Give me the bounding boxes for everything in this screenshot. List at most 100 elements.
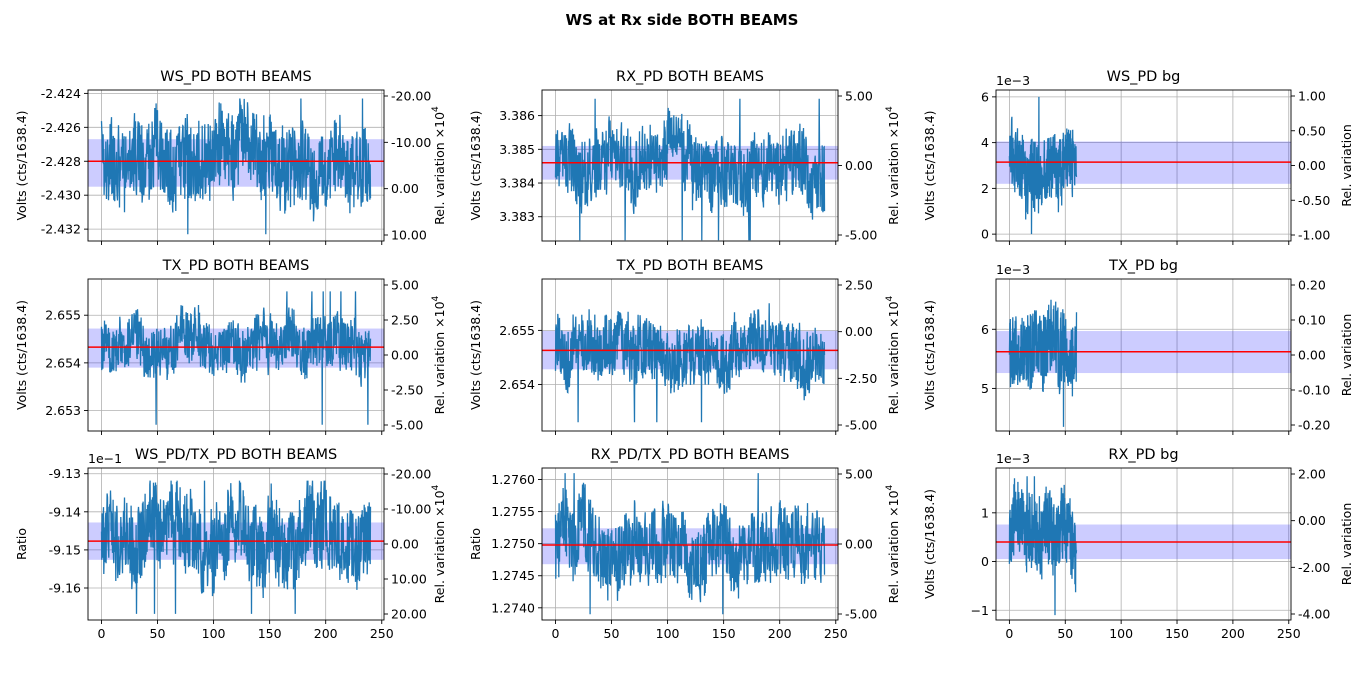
- y-tick-label: 1.2745: [491, 568, 535, 583]
- y2-tick-label: -0.10: [1298, 383, 1330, 398]
- y2-tick-label: 2.50: [845, 278, 873, 293]
- y2-axis-label: Rel. variation ×104: [885, 484, 901, 603]
- y-axis-label: Volts (cts/1638.4): [922, 110, 937, 220]
- y-tick-label: 3.386: [499, 108, 535, 123]
- y2-tick-label: 2.50: [391, 313, 419, 328]
- subplot-title: TX_PD BOTH BEAMS: [162, 258, 310, 274]
- y2-tick-label: 5.00: [845, 467, 873, 482]
- y2-tick-label: 0.00: [391, 537, 419, 552]
- x-tick-label: 200: [314, 626, 338, 641]
- y-tick-label: -2.430: [41, 188, 81, 203]
- y-axis-label: Volts (cts/1638.4): [14, 110, 29, 220]
- y2-axis-label: Rel. variation: [1339, 124, 1354, 207]
- y2-tick-label: 0.00: [1298, 513, 1326, 528]
- y2-axis-label-text: Rel. variation ×10: [886, 490, 901, 603]
- signal-trace: [1008, 476, 1078, 616]
- y2-axis-label-text: Rel. variation ×10: [886, 301, 901, 414]
- y2-tick-label: -10.00: [391, 135, 431, 150]
- signal-trace: [100, 98, 372, 235]
- x-tick-label: 100: [656, 626, 680, 641]
- y-axis-label: Ratio: [468, 528, 483, 560]
- y2-axis-label-exponent: 4: [431, 295, 441, 301]
- y2-axis-label-text: Rel. variation: [1339, 314, 1354, 397]
- y-tick-label: 5: [981, 381, 989, 396]
- x-tick-label: 0: [97, 626, 105, 641]
- y-tick-label: 6: [981, 322, 989, 337]
- y-tick-label: -9.15: [49, 542, 81, 557]
- x-tick-label: 100: [202, 626, 226, 641]
- y2-axis-label-exponent: 4: [431, 484, 441, 490]
- y2-tick-label: -5.00: [845, 228, 877, 243]
- y-tick-label: 2: [981, 181, 989, 196]
- y2-tick-label: 10.00: [391, 228, 427, 243]
- x-tick-label: 0: [1005, 626, 1013, 641]
- y2-tick-label: 0.20: [1298, 278, 1326, 293]
- x-tick-label: 0: [551, 626, 559, 641]
- y2-axis-label-text: Rel. variation ×10: [886, 112, 901, 225]
- y-tick-label: 0: [981, 554, 989, 569]
- y2-tick-label: -5.00: [845, 418, 877, 433]
- subplot-title: RX_PD bg: [1108, 447, 1178, 463]
- y2-axis-label: Rel. variation ×104: [885, 106, 901, 225]
- x-tick-label: 150: [1165, 626, 1189, 641]
- axes-frame: [995, 467, 1292, 621]
- axes-frame: [541, 278, 839, 432]
- y2-tick-label: 5.00: [391, 278, 419, 293]
- subplot-1: -2.424 -2.426 -2.428 -2.430 -2.432 -20.00 -10.…: [14, 69, 447, 245]
- offset-text: 1e−3: [996, 73, 1030, 88]
- offset-text: 1e−3: [996, 451, 1030, 466]
- y2-tick-label: -2.50: [845, 371, 877, 386]
- y2-axis-label-exponent: 4: [885, 484, 895, 490]
- x-tick-label: 250: [1277, 626, 1301, 641]
- y-tick-label: 3.383: [499, 209, 535, 224]
- y2-tick-label: -0.50: [1298, 193, 1330, 208]
- y2-axis-label-exponent: 4: [431, 106, 441, 112]
- x-tick-label: 200: [1221, 626, 1245, 641]
- x-tick-label: 50: [150, 626, 166, 641]
- y-tick-label: 6: [981, 89, 989, 104]
- y2-axis-label-text: Rel. variation ×10: [432, 112, 447, 225]
- subplot-title: RX_PD BOTH BEAMS: [616, 69, 764, 85]
- subplot-8: 0 50 100 150 200 250 1.2740 1.2745 1.2750 1.2755 1…: [468, 447, 901, 641]
- y-tick-label: 2.653: [45, 403, 81, 418]
- offset-text: 1e−1: [88, 451, 122, 466]
- y-tick-label: 3.384: [499, 176, 535, 191]
- y-axis-label: Volts (cts/1638.4): [922, 489, 937, 599]
- y-tick-label: 4: [981, 135, 989, 150]
- y-tick-label: 2.655: [45, 308, 81, 323]
- y2-tick-label: 0.50: [1298, 123, 1326, 138]
- y2-axis-label-text: Rel. variation: [1339, 124, 1354, 207]
- y2-tick-label: 10.00: [391, 572, 427, 587]
- y2-axis-label-text: Rel. variation: [1339, 503, 1354, 586]
- subplot-2: 3.383 3.384 3.385 3.386 5.00 0.00 -5.00 RX_PD B…: [468, 69, 901, 245]
- y2-tick-label: -0.20: [1298, 418, 1330, 433]
- y2-axis-label-exponent: 4: [885, 106, 895, 112]
- offset-text: 1e−3: [996, 262, 1030, 277]
- y-axis-label: Volts (cts/1638.4): [468, 300, 483, 410]
- y2-tick-label: 1.00: [1298, 89, 1326, 104]
- y2-tick-label: -2.50: [391, 383, 423, 398]
- subplot-7: 0 50 100 150 200 250 -9.13 -9.14 -9.15 -9.16 -20.0…: [14, 447, 447, 641]
- y2-axis-label: Rel. variation ×104: [431, 106, 447, 225]
- y2-tick-label: -2.00: [1298, 560, 1330, 575]
- y2-tick-label: 2.00: [1298, 467, 1326, 482]
- x-tick-label: 250: [370, 626, 394, 641]
- subplot-title: WS_PD bg: [1107, 69, 1181, 85]
- y-tick-label: 1.2740: [491, 600, 535, 615]
- y-tick-label: -2.428: [41, 154, 81, 169]
- y-tick-label: 1.2750: [491, 536, 535, 551]
- signal-trace: [100, 291, 372, 425]
- subplot-title: WS_PD/TX_PD BOTH BEAMS: [135, 447, 337, 463]
- y2-tick-label: 0.10: [1298, 313, 1326, 328]
- y-tick-label: -2.432: [41, 222, 81, 237]
- x-tick-label: 150: [258, 626, 282, 641]
- y2-tick-label: 0.00: [391, 348, 419, 363]
- y-tick-label: -9.14: [49, 504, 81, 519]
- y2-tick-label: 0.00: [1298, 158, 1326, 173]
- y2-tick-label: -4.00: [1298, 607, 1330, 622]
- y2-tick-label: 0.00: [845, 158, 873, 173]
- y2-axis-label: Rel. variation: [1339, 314, 1354, 397]
- y-tick-label: 1.2760: [491, 472, 535, 487]
- y2-tick-label: 0.00: [1298, 348, 1326, 363]
